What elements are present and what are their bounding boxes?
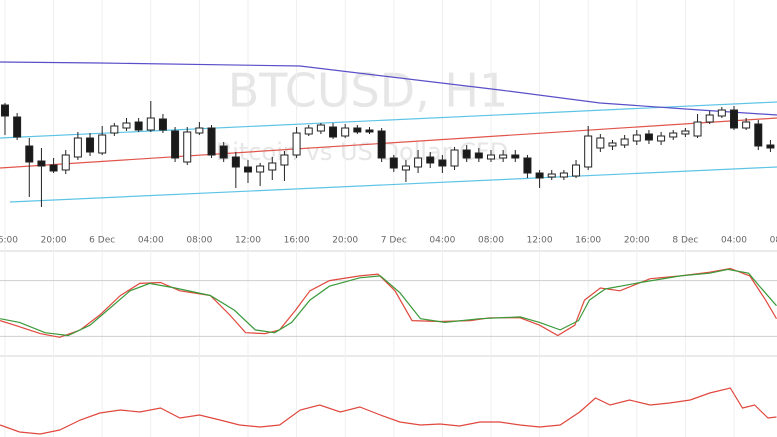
- candle-body: [377, 130, 386, 159]
- candle-body: [754, 123, 763, 147]
- candle-body: [511, 154, 520, 159]
- candle-body: [559, 172, 568, 178]
- candle-body: [596, 137, 605, 149]
- candle-body: [207, 127, 216, 156]
- candle-body: [268, 162, 277, 171]
- watermark-subtitle: Bitcoin vs US Dollar CFD: [216, 138, 508, 166]
- candle-body: [231, 156, 240, 168]
- line: [0, 117, 777, 169]
- candle-body: [183, 131, 192, 163]
- x-tick-label: 7 Dec: [381, 236, 407, 246]
- x-tick-label: 08:00: [186, 236, 212, 246]
- candle-body: [316, 124, 325, 132]
- candle-body: [0, 104, 9, 117]
- x-tick-label: 8 Dec: [672, 236, 698, 246]
- candle-body: [292, 132, 301, 156]
- x-tick-label: 04:00: [138, 236, 164, 246]
- candle-body: [195, 127, 204, 134]
- candle-body: [632, 134, 641, 142]
- candle-body: [37, 160, 46, 167]
- candle-body: [547, 173, 556, 178]
- line: [0, 101, 777, 139]
- line: [0, 61, 777, 116]
- candle-body: [717, 109, 726, 117]
- candle-body: [280, 154, 289, 166]
- x-tick-label: 20:00: [41, 236, 67, 246]
- x-tick-label: 12:00: [235, 236, 261, 246]
- x-tick-label: 6 Dec: [89, 236, 115, 246]
- watermark-title: BTCUSD, H1: [228, 64, 508, 118]
- candle-body: [171, 130, 180, 159]
- candle-body: [365, 129, 374, 133]
- candle-body: [13, 116, 22, 138]
- candle-body: [644, 133, 653, 141]
- candle-body: [146, 117, 155, 131]
- candle-body: [584, 135, 593, 168]
- line: [0, 387, 777, 435]
- candle-body: [499, 154, 508, 159]
- candle-body: [256, 165, 265, 173]
- candle-body: [438, 159, 447, 167]
- candle-body: [49, 164, 58, 172]
- candle-body: [86, 137, 95, 153]
- candle-body: [729, 109, 738, 129]
- candle-body: [73, 137, 82, 158]
- x-tick-label: 16:00: [284, 236, 310, 246]
- candle-body: [523, 157, 532, 174]
- candle-body: [61, 154, 70, 171]
- candle-body: [389, 157, 398, 169]
- candle-body: [693, 121, 702, 137]
- candle-body: [134, 121, 143, 131]
- candle-body: [766, 144, 775, 149]
- line: [9, 166, 777, 203]
- candle-body: [122, 122, 131, 129]
- candle-body: [25, 145, 34, 163]
- x-tick-label: 04:00: [429, 236, 455, 246]
- candle-body: [657, 135, 666, 142]
- candle-body: [414, 157, 423, 168]
- candle-body: [474, 152, 483, 159]
- candle-body: [98, 134, 107, 154]
- candle-body: [304, 127, 313, 135]
- candle-body: [219, 145, 228, 159]
- candle-body: [110, 125, 119, 134]
- candle-body: [341, 127, 350, 137]
- x-tick-label: 08:00: [770, 236, 777, 246]
- candle-body: [158, 118, 167, 131]
- candle-body: [742, 121, 751, 129]
- candle-body: [401, 165, 410, 171]
- candle-body: [669, 132, 678, 138]
- x-tick-label: 12:00: [527, 236, 553, 246]
- candle-body: [705, 114, 714, 123]
- x-tick-label: 16:00: [0, 236, 18, 246]
- line: [0, 268, 777, 337]
- x-tick-label: 04:00: [721, 236, 747, 246]
- candle-body: [608, 142, 617, 147]
- candle-body: [329, 126, 338, 138]
- x-tick-label: 08:00: [478, 236, 504, 246]
- x-tick-label: 20:00: [624, 236, 650, 246]
- x-tick-label: 16:00: [575, 236, 601, 246]
- candle-body: [426, 156, 435, 164]
- x-tick-label: 20:00: [332, 236, 358, 246]
- candle-body: [243, 166, 252, 173]
- candle-body: [572, 164, 581, 177]
- candle-body: [353, 127, 362, 133]
- candle-body: [462, 149, 471, 159]
- candle-body: [620, 138, 629, 146]
- candle-body: [535, 172, 544, 179]
- candle-body: [450, 149, 459, 167]
- candle-body: [681, 130, 690, 135]
- candle-body: [486, 154, 495, 160]
